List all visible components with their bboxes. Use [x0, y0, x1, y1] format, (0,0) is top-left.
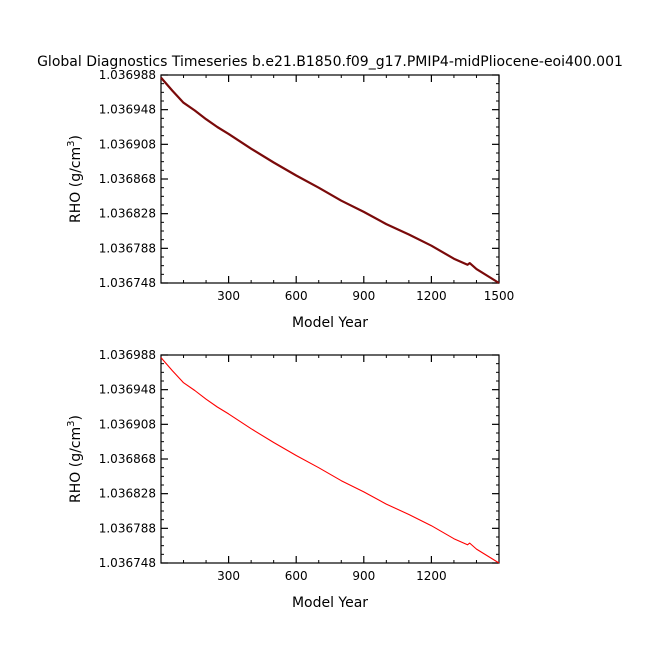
x-tick-label: 900 [352, 289, 375, 303]
x-tick-label: 900 [352, 569, 375, 583]
series-group [160, 357, 500, 564]
x-tick-label: 1200 [416, 569, 447, 583]
plot-top: 300 600 900 1200 1500 1.036748 1.036788 1.03682… [66, 68, 514, 331]
x-tick-label: 600 [285, 289, 308, 303]
tick-group: 300 600 900 1200 1.036748 1.036788 1.036828 1.0… [99, 348, 499, 583]
series-line [160, 76, 500, 284]
tick-group: 300 600 900 1200 1500 1.036748 1.036788 1.03682… [99, 68, 515, 303]
y-tick-label: 1.036868 [99, 452, 156, 466]
x-tick-label: 600 [285, 569, 308, 583]
plot-frame [160, 354, 500, 564]
y-tick-label: 1.036948 [99, 103, 156, 117]
y-tick-label: 1.036748 [99, 556, 156, 570]
y-tick-label: 1.036828 [99, 207, 156, 221]
x-tick-label: 1500 [484, 289, 515, 303]
x-axis-label: Model Year [292, 595, 368, 611]
plot-frame [160, 74, 500, 284]
y-tick-label: 1.036908 [99, 137, 156, 151]
y-tick-label: 1.036908 [99, 417, 156, 431]
series-group [160, 76, 500, 284]
y-tick-label: 1.036828 [99, 487, 156, 501]
y-axis-label: RHO (g/cm3) [66, 415, 84, 503]
y-tick-label: 1.036988 [99, 348, 156, 362]
y-tick-label: 1.036868 [99, 172, 156, 186]
y-tick-label: 1.036788 [99, 521, 156, 535]
chart-title: Global Diagnostics Timeseries b.e21.B185… [37, 54, 623, 70]
x-tick-label: 1200 [416, 289, 447, 303]
series-line [160, 357, 500, 564]
y-tick-label: 1.036948 [99, 383, 156, 397]
y-tick-label: 1.036988 [99, 68, 156, 82]
y-tick-label: 1.036748 [99, 276, 156, 290]
y-axis-label: RHO (g/cm3) [66, 135, 84, 223]
x-axis-label: Model Year [292, 315, 368, 331]
y-tick-label: 1.036788 [99, 241, 156, 255]
x-tick-label: 300 [217, 569, 240, 583]
x-tick-label: 300 [217, 289, 240, 303]
plot-bottom: 300 600 900 1200 1.036748 1.036788 1.036828 1.0… [66, 348, 500, 611]
